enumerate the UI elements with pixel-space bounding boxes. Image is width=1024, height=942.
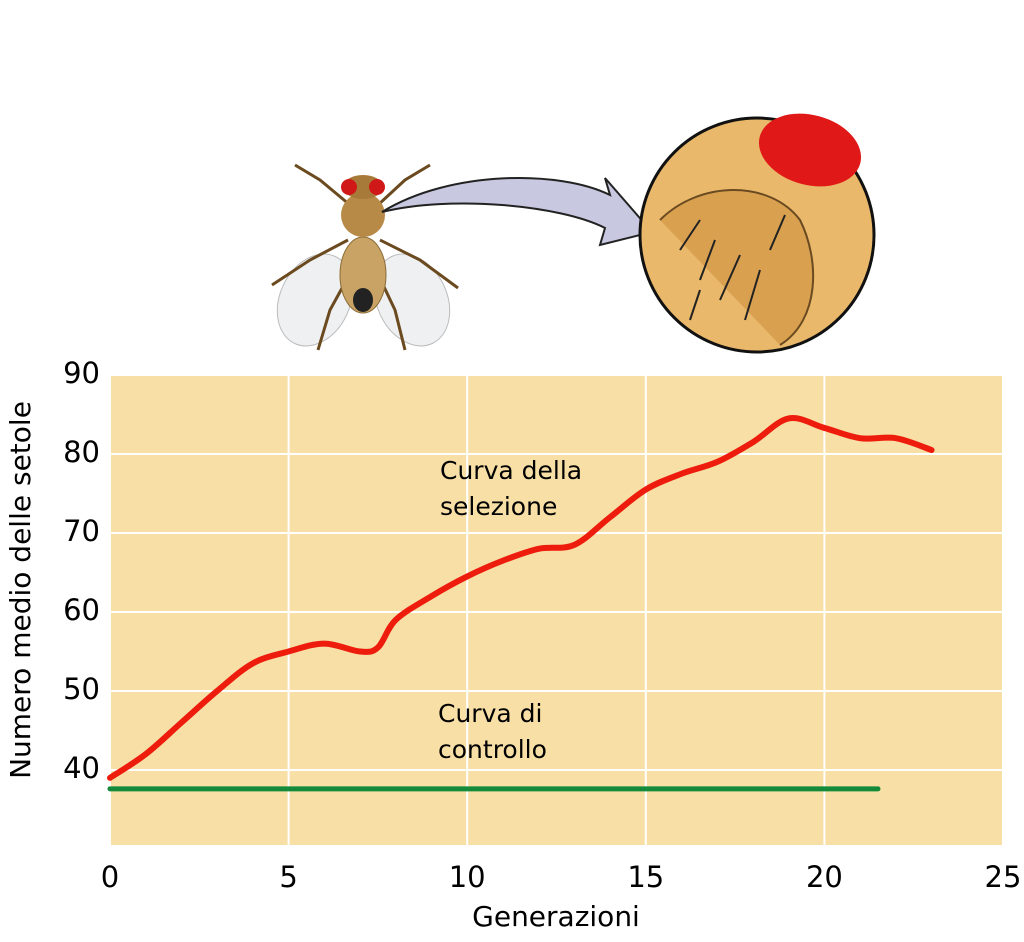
series-label: Curva di — [438, 699, 542, 728]
y-tick-label: 50 — [63, 672, 100, 706]
x-tick-label: 0 — [101, 860, 119, 894]
x-tick-label: 25 — [985, 860, 1022, 894]
plot-area — [110, 375, 1003, 845]
x-tick-label: 10 — [449, 860, 486, 894]
y-axis-label: Numero medio delle setole — [4, 401, 37, 779]
y-tick-label: 80 — [63, 435, 100, 469]
fly-illustration — [271, 113, 876, 354]
data-line — [107, 415, 935, 781]
y-tick-label: 90 — [63, 356, 100, 390]
x-axis-label: Generazioni — [472, 900, 640, 933]
series-label: Curva della — [440, 456, 582, 485]
x-tick-label: 5 — [279, 860, 297, 894]
y-tick-label: 60 — [63, 593, 100, 627]
x-tick-label: 20 — [806, 860, 843, 894]
y-tick-label: 40 — [63, 751, 100, 785]
x-tick-label: 15 — [627, 860, 664, 894]
series-label: controllo — [438, 735, 547, 764]
y-tick-label: 70 — [63, 514, 100, 548]
series-label: selezione — [440, 492, 557, 521]
